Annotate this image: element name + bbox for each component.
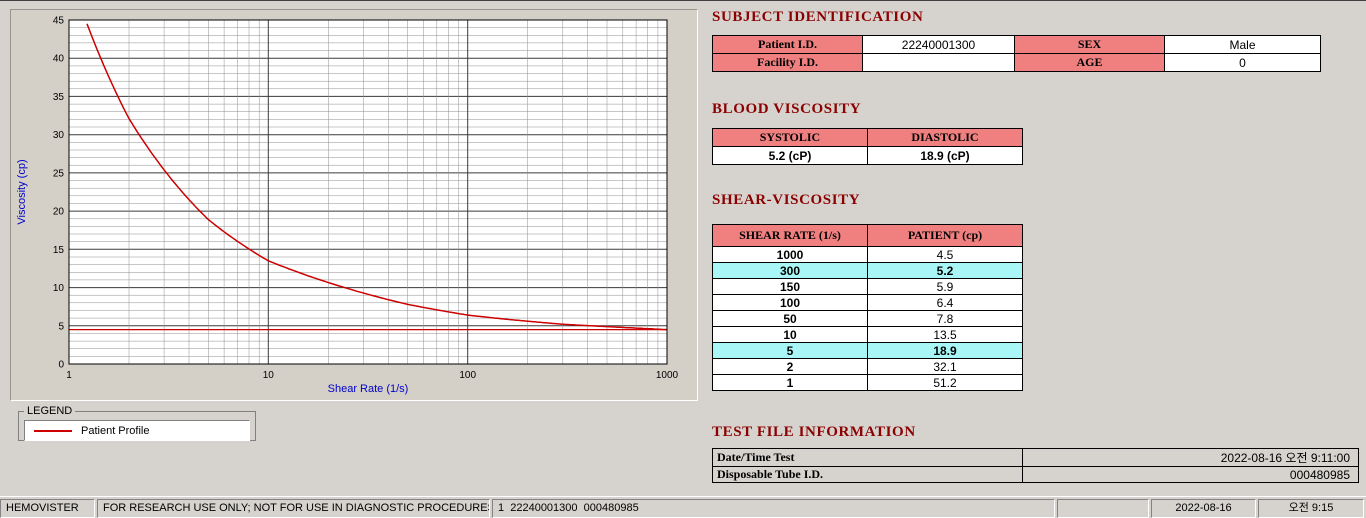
svg-text:20: 20 (53, 207, 65, 218)
svg-text:100: 100 (459, 370, 476, 381)
status-date: 2022-08-16 (1151, 499, 1256, 518)
shear-rate-cell: 2 (712, 358, 868, 375)
shear-rate-cell: 1000 (712, 246, 868, 263)
date-time-test-label: Date/Time Test (712, 448, 1023, 467)
shear-rate-header: SHEAR RATE (1/s) (712, 224, 868, 247)
diastolic-value: 18.9 (cP) (867, 146, 1023, 165)
shear-rate-cell: 5 (712, 342, 868, 359)
svg-text:10: 10 (53, 283, 65, 294)
systolic-value: 5.2 (cP) (712, 146, 868, 165)
legend-title: LEGEND (27, 405, 73, 417)
table-header-row: SHEAR RATE (1/s) PATIENT (cp) (712, 224, 1023, 247)
blood-viscosity-table: SYSTOLIC DIASTOLIC 5.2 (cP) 18.9 (cP) (712, 128, 1023, 165)
svg-text:5: 5 (58, 321, 64, 332)
shear-viscosity-title: SHEAR-VISCOSITY (712, 192, 861, 208)
shear-viscosity-row: 100 6.4 (712, 294, 1023, 311)
status-bar: HEMOVISTER FOR RESEARCH USE ONLY; NOT FO… (0, 496, 1366, 518)
svg-text:40: 40 (53, 54, 65, 65)
shear-rate-cell: 100 (712, 294, 868, 311)
systolic-header: SYSTOLIC (712, 128, 868, 147)
sex-label: SEX (1014, 35, 1165, 54)
shear-viscosity-row: 1000 4.5 (712, 246, 1023, 263)
svg-text:0: 0 (58, 360, 64, 371)
shear-viscosity-row: 1 51.2 (712, 374, 1023, 391)
patient-viscosity-cell: 32.1 (867, 358, 1023, 375)
blood-viscosity-title: BLOOD VISCOSITY (712, 101, 862, 117)
shear-viscosity-table: SHEAR RATE (1/s) PATIENT (cp) 1000 4.5 300… (712, 224, 1023, 391)
status-app-name: HEMOVISTER (0, 499, 95, 518)
disposable-tube-id-label: Disposable Tube I.D. (712, 466, 1023, 483)
shear-viscosity-row: 150 5.9 (712, 278, 1023, 295)
patient-viscosity-cell: 4.5 (867, 246, 1023, 263)
sex-value: Male (1164, 35, 1321, 54)
facility-id-label: Facility I.D. (712, 53, 863, 72)
svg-text:35: 35 (53, 92, 65, 103)
patient-viscosity-cell: 6.4 (867, 294, 1023, 311)
disposable-tube-id-value: 000480985 (1022, 466, 1359, 483)
shear-rate-cell: 300 (712, 262, 868, 279)
patient-viscosity-cell: 5.9 (867, 278, 1023, 295)
table-row: Facility I.D. AGE 0 (712, 53, 1321, 72)
shear-viscosity-row: 10 13.5 (712, 326, 1023, 343)
shear-viscosity-chart[interactable]: 0 5 10 15 20 25 30 35 40 45 1 10 100 1000 Shear Rate (… (11, 10, 697, 400)
svg-text:1000: 1000 (656, 370, 679, 381)
patient-viscosity-cell: 51.2 (867, 374, 1023, 391)
table-row: Date/Time Test 2022-08-16 오전 9:11:00 (712, 448, 1359, 467)
patient-cp-header: PATIENT (cp) (867, 224, 1023, 247)
legend-box: LEGEND Patient Profile (18, 405, 256, 441)
svg-text:15: 15 (53, 245, 65, 256)
svg-text:1: 1 (66, 370, 72, 381)
patient-viscosity-cell: 5.2 (867, 262, 1023, 279)
shear-rate-cell: 50 (712, 310, 868, 327)
subject-identification-table: Patient I.D. 22240001300 SEX Male Facili… (712, 35, 1321, 72)
shear-viscosity-row: 2 32.1 (712, 358, 1023, 375)
test-file-information-table: Date/Time Test 2022-08-16 오전 9:11:00 Dis… (712, 448, 1359, 483)
status-current-test-ids: 1 22240001300 000480985 (492, 499, 1055, 518)
status-time: 오전 9:15 (1258, 499, 1364, 518)
svg-text:30: 30 (53, 130, 65, 141)
svg-text:10: 10 (263, 370, 275, 381)
status-research-use-notice: FOR RESEARCH USE ONLY; NOT FOR USE IN DI… (97, 499, 490, 518)
table-row: 5.2 (cP) 18.9 (cP) (712, 146, 1023, 165)
test-file-information-title: TEST FILE INFORMATION (712, 424, 916, 440)
age-value: 0 (1164, 53, 1321, 72)
shear-viscosity-row: 5 18.9 (712, 342, 1023, 359)
subject-identification-title: SUBJECT IDENTIFICATION (712, 9, 924, 25)
shear-viscosity-chart-panel: 0 5 10 15 20 25 30 35 40 45 1 10 100 1000 Shear Rate (… (10, 9, 698, 401)
shear-rate-cell: 150 (712, 278, 868, 295)
patient-profile-line-swatch (34, 429, 72, 432)
legend-entry: Patient Profile (24, 420, 250, 441)
svg-text:25: 25 (53, 168, 65, 179)
svg-text:Viscosity (cp): Viscosity (cp) (16, 159, 28, 224)
table-row: Patient I.D. 22240001300 SEX Male (712, 35, 1321, 54)
legend-series-label: Patient Profile (81, 424, 150, 437)
status-empty-segment (1057, 499, 1149, 518)
svg-text:Shear Rate (1/s): Shear Rate (1/s) (328, 383, 409, 395)
shear-rate-cell: 10 (712, 326, 868, 343)
patient-viscosity-cell: 18.9 (867, 342, 1023, 359)
table-row: Disposable Tube I.D. 000480985 (712, 466, 1359, 483)
facility-id-value (862, 53, 1015, 72)
svg-text:45: 45 (53, 16, 65, 27)
date-time-test-value: 2022-08-16 오전 9:11:00 (1022, 448, 1359, 467)
age-label: AGE (1014, 53, 1165, 72)
shear-viscosity-row: 300 5.2 (712, 262, 1023, 279)
patient-viscosity-cell: 7.8 (867, 310, 1023, 327)
patient-id-value: 22240001300 (862, 35, 1015, 54)
shear-rate-cell: 1 (712, 374, 868, 391)
diastolic-header: DIASTOLIC (867, 128, 1023, 147)
patient-viscosity-cell: 13.5 (867, 326, 1023, 343)
table-row: SYSTOLIC DIASTOLIC (712, 128, 1023, 147)
shear-viscosity-row: 50 7.8 (712, 310, 1023, 327)
patient-id-label: Patient I.D. (712, 35, 863, 54)
